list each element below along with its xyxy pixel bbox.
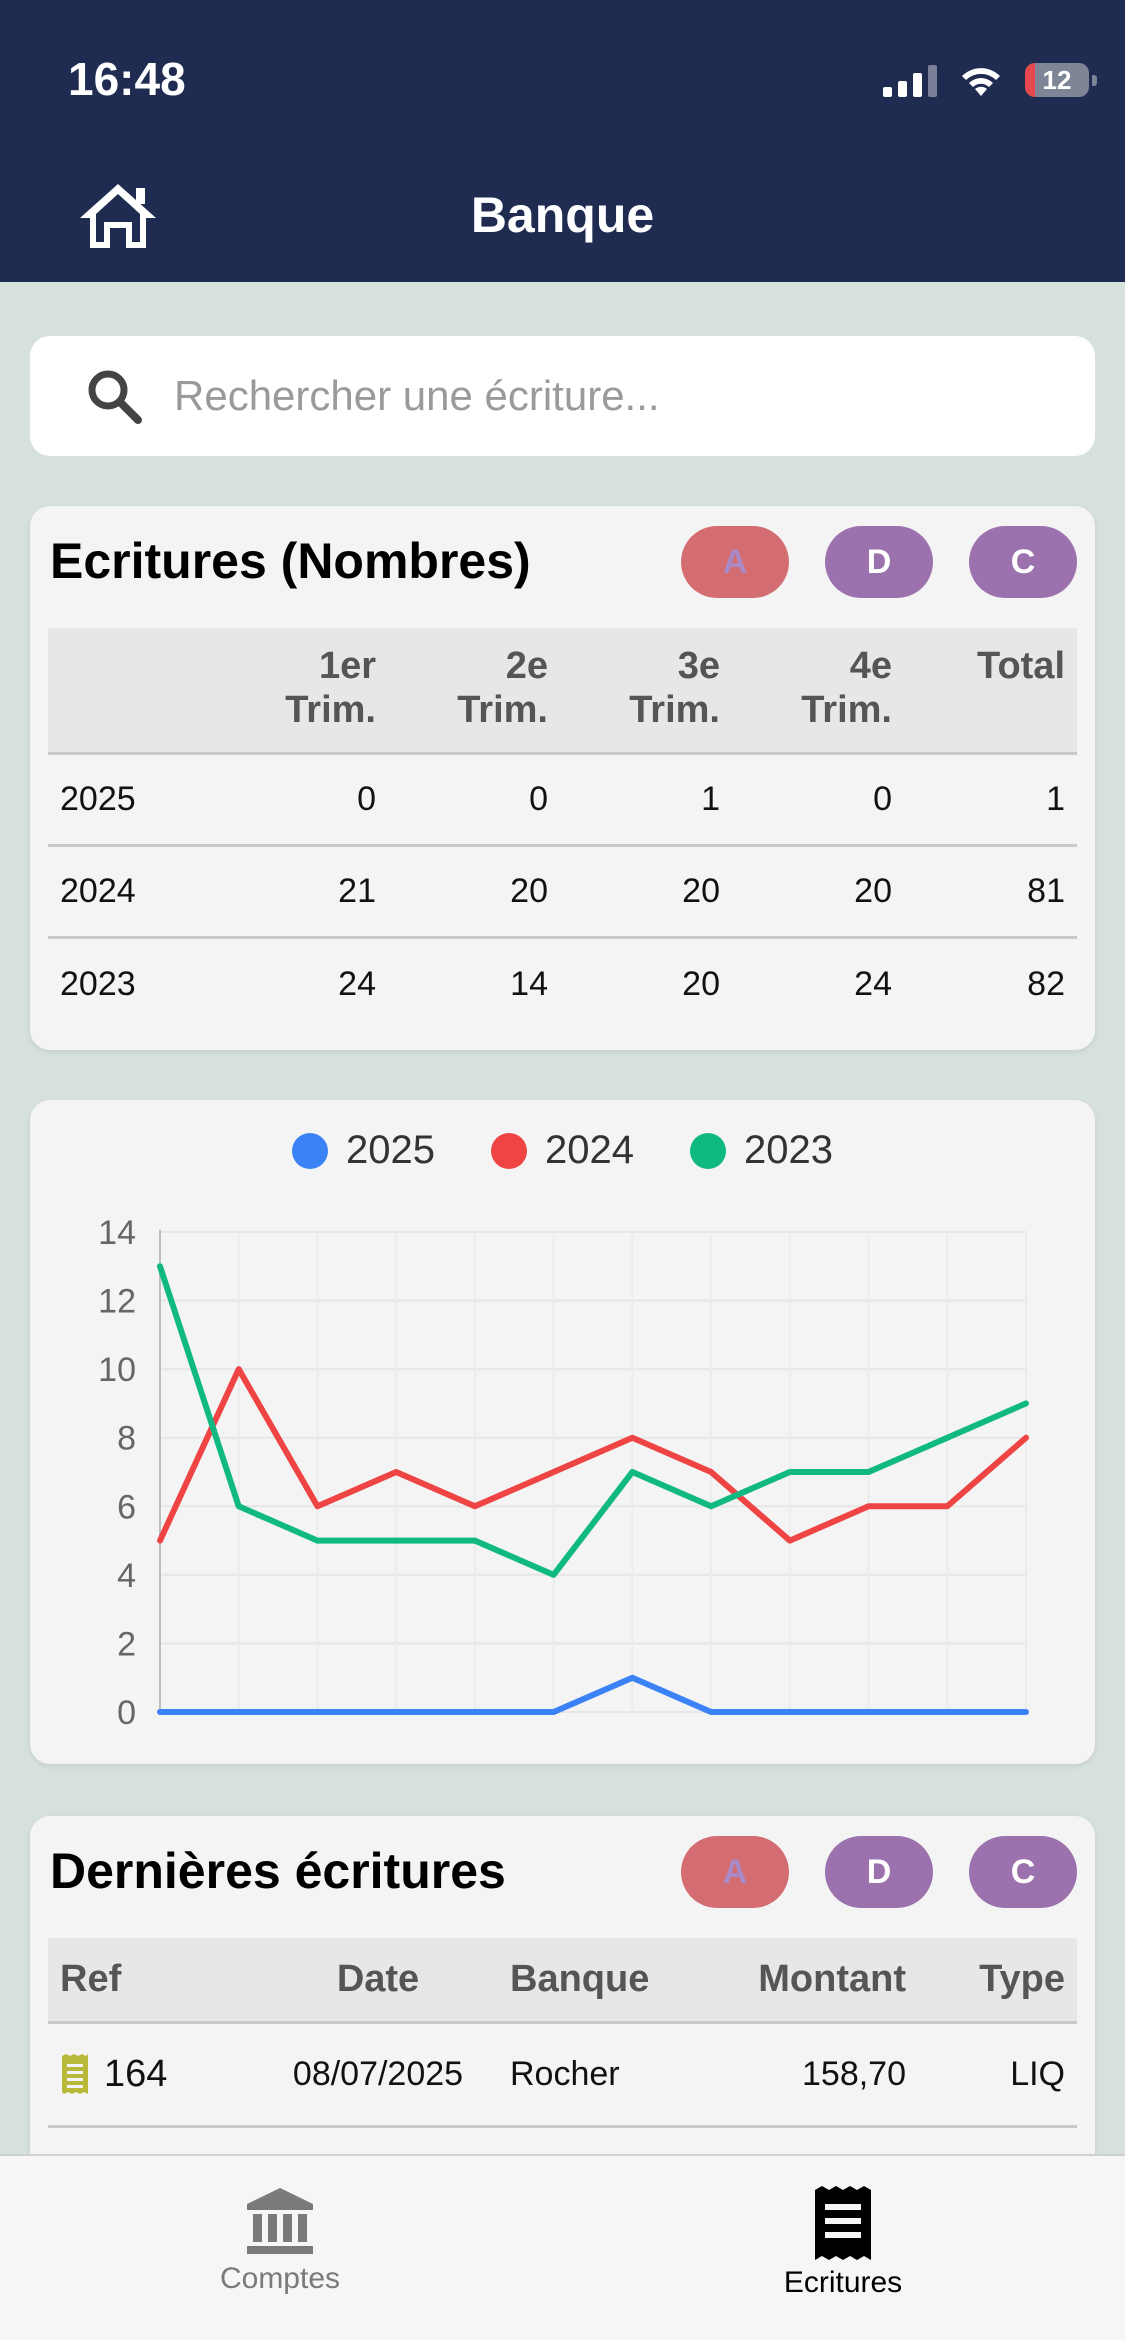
home-button[interactable]	[76, 180, 160, 252]
stats-row-2023: 2023 24 14 20 24 82	[48, 936, 1077, 1030]
y-tick-label: 2	[117, 1625, 136, 1663]
battery-icon: 12	[1025, 63, 1097, 97]
legend-label: 2025	[346, 1128, 435, 1172]
recent-filter-a-button[interactable]: A	[681, 1836, 789, 1908]
legend-label: 2023	[743, 1128, 833, 1172]
stats-row-2025: 2025 0 0 1 0 1	[48, 752, 1077, 846]
recent-filter-d-button[interactable]: D	[825, 1836, 933, 1908]
stats-cell-q4: 20	[732, 844, 904, 938]
stats-cell-year: 2025	[48, 752, 216, 846]
search-bar[interactable]	[30, 336, 1095, 456]
recent-header-row: Ref Date Banque Montant Type	[48, 1938, 1077, 2022]
legend-dot	[292, 1132, 329, 1169]
series-line-2023	[157, 1263, 1029, 1578]
filter-d-button[interactable]: D	[825, 526, 933, 598]
recent-cell-amount: 158,70	[708, 2020, 918, 2128]
recent-col-bank: Banque	[498, 1938, 708, 2022]
y-tick-label: 4	[117, 1557, 136, 1595]
y-tick-label: 0	[117, 1694, 136, 1732]
stats-header-row: 1er Trim. 2e Trim. 3e Trim. 4e Trim. Total	[48, 628, 1077, 754]
stats-cell-year: 2024	[48, 844, 216, 938]
tab-label: Ecritures	[783, 2266, 903, 2299]
search-input[interactable]	[174, 372, 1024, 420]
y-tick-label: 12	[98, 1283, 136, 1321]
filter-a-button[interactable]: A	[681, 526, 789, 598]
legend-dot	[491, 1132, 527, 1169]
series-line-2025	[157, 1674, 1029, 1715]
ref-value: 164	[104, 2052, 168, 2095]
recent-card: Dernières écritures A D C Ref Date Banqu…	[30, 1816, 1095, 2216]
stats-cell-q2: 20	[388, 844, 560, 938]
recent-col-ref: Ref	[48, 1938, 258, 2022]
receipt-icon	[62, 2054, 88, 2094]
tab-label: Comptes	[219, 2262, 341, 2295]
search-icon	[88, 370, 142, 424]
home-icon	[80, 184, 156, 248]
stats-title: Ecritures (Nombres)	[50, 533, 531, 589]
y-tick-label: 10	[98, 1351, 136, 1389]
wifi-icon	[962, 68, 1000, 96]
stats-cell-q2: 14	[388, 936, 560, 1030]
tab-bar: Comptes Ecritures	[0, 2154, 1125, 2340]
stats-card: Ecritures (Nombres) A D C 1er Trim. 2e Tri…	[30, 506, 1095, 1050]
recent-filter-c-button[interactable]: C	[969, 1836, 1077, 1908]
recent-cell-ref: 164	[48, 2020, 258, 2128]
series-line-2024	[157, 1366, 1029, 1544]
stats-col-q4: 4e Trim.	[732, 628, 904, 754]
tab-comptes[interactable]: Comptes	[130, 2186, 430, 2296]
stats-cell-year: 2023	[48, 936, 216, 1030]
stats-cell-q1: 24	[216, 936, 388, 1030]
legend-item-2025[interactable]: 2025	[292, 1128, 435, 1173]
tab-ecritures[interactable]: Ecritures	[693, 2186, 993, 2300]
stats-cell-q1: 21	[216, 844, 388, 938]
legend-dot	[689, 1132, 726, 1169]
battery-level: 12	[1042, 64, 1072, 95]
stats-cell-total: 82	[904, 936, 1077, 1030]
stats-col-q2: 2e Trim.	[388, 628, 560, 754]
recent-col-type: Type	[918, 1938, 1077, 2022]
recent-col-date: Date	[258, 1938, 498, 2022]
status-icons: 12	[883, 60, 1097, 100]
y-tick-label: 6	[117, 1488, 136, 1526]
bank-icon	[247, 2188, 313, 2254]
stats-row-2024: 2024 21 20 20 20 81	[48, 844, 1077, 938]
legend-item-2024[interactable]: 2024	[491, 1128, 634, 1173]
stats-cell-q3: 1	[560, 752, 732, 846]
recent-cell-type: LIQ	[918, 2020, 1077, 2128]
legend-label: 2024	[545, 1128, 634, 1172]
chart-legend: 2025 2024 2023	[30, 1128, 1095, 1173]
chart-card: 2025 2024 2023 0 2 4 6 8 10 12 14	[30, 1100, 1095, 1764]
y-tick-label: 14	[98, 1214, 136, 1252]
stats-col-year	[48, 628, 216, 754]
stats-table: 1er Trim. 2e Trim. 3e Trim. 4e Trim. Total 2…	[48, 628, 1077, 1030]
stats-col-q3: 3e Trim.	[560, 628, 732, 754]
stats-cell-total: 1	[904, 752, 1077, 846]
stats-cell-q4: 24	[732, 936, 904, 1030]
page-title: Banque	[470, 187, 655, 243]
recent-cell-date: 08/07/2025	[258, 2020, 498, 2128]
stats-cell-q2: 0	[388, 752, 560, 846]
stats-cell-q3: 20	[560, 936, 732, 1030]
stats-cell-total: 81	[904, 844, 1077, 938]
recent-table: Ref Date Banque Montant Type	[48, 1938, 1077, 2128]
cellular-signal-icon	[883, 63, 937, 97]
legend-item-2023[interactable]: 2023	[689, 1128, 833, 1173]
stats-col-total: Total	[904, 628, 1077, 754]
recent-col-amount: Montant	[708, 1938, 918, 2022]
filter-c-button[interactable]: C	[969, 526, 1077, 598]
recent-cell-bank: Rocher	[498, 2020, 708, 2128]
table-row[interactable]: 164 08/07/2025 Rocher 158,70 LIQ	[48, 2020, 1077, 2128]
y-tick-label: 8	[117, 1420, 136, 1458]
stats-cell-q3: 20	[560, 844, 732, 938]
stats-col-q1: 1er Trim.	[216, 628, 388, 754]
line-chart: 0 2 4 6 8 10 12 14	[98, 1214, 1029, 1732]
receipt-icon	[815, 2186, 871, 2260]
app-header: 16:48 12 Banque	[0, 0, 1125, 282]
status-time: 16:48	[68, 53, 186, 105]
stats-cell-q4: 0	[732, 752, 904, 846]
recent-title: Dernières écritures	[50, 1843, 506, 1899]
stats-cell-q1: 0	[216, 752, 388, 846]
